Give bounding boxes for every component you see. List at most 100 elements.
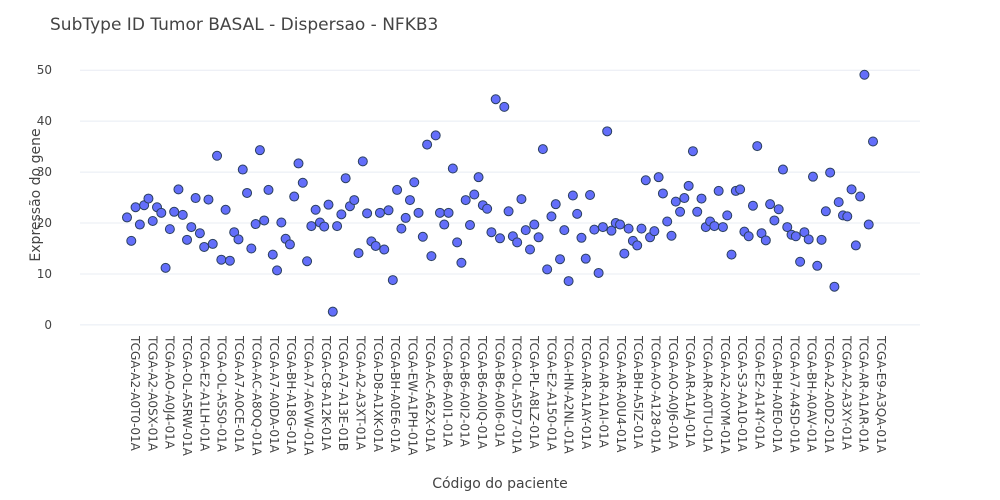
data-point[interactable] [597, 222, 608, 233]
data-point[interactable] [602, 126, 613, 137]
data-point[interactable] [434, 207, 445, 218]
data-point[interactable] [790, 231, 801, 242]
data-point[interactable] [460, 195, 471, 206]
data-point[interactable] [293, 158, 304, 169]
data-point[interactable] [190, 193, 201, 204]
data-point[interactable] [585, 190, 596, 200]
data-point[interactable] [717, 222, 728, 233]
data-point[interactable] [383, 205, 394, 216]
data-point[interactable] [443, 207, 454, 218]
data-point[interactable] [632, 240, 643, 251]
data-point[interactable] [447, 163, 458, 174]
data-point[interactable] [696, 193, 707, 204]
data-point[interactable] [199, 241, 210, 252]
data-points[interactable] [122, 69, 878, 317]
data-point[interactable] [233, 234, 244, 245]
data-point[interactable] [859, 69, 870, 80]
data-point[interactable] [439, 219, 450, 230]
data-point[interactable] [563, 276, 574, 287]
data-point[interactable] [782, 222, 793, 233]
data-point[interactable] [177, 209, 188, 220]
data-point[interactable] [743, 231, 754, 242]
data-point[interactable] [486, 227, 497, 238]
data-point[interactable] [134, 219, 145, 230]
data-point[interactable] [657, 188, 668, 199]
data-point[interactable] [752, 141, 763, 152]
data-point[interactable] [593, 267, 604, 278]
data-point[interactable] [267, 249, 278, 260]
data-point[interactable] [143, 193, 154, 204]
data-point[interactable] [679, 193, 690, 204]
data-point[interactable] [807, 171, 818, 182]
data-point[interactable] [404, 195, 415, 206]
data-point[interactable] [537, 144, 548, 155]
data-point[interactable] [203, 194, 214, 205]
data-point[interactable] [452, 237, 463, 248]
data-point[interactable] [803, 234, 814, 245]
data-point[interactable] [820, 206, 831, 217]
data-point[interactable] [542, 264, 553, 275]
data-point[interactable] [349, 195, 360, 206]
data-point[interactable] [169, 206, 180, 217]
data-point[interactable] [709, 221, 720, 232]
data-point[interactable] [512, 237, 523, 248]
data-point[interactable] [246, 243, 257, 254]
data-point[interactable] [323, 199, 334, 210]
data-point[interactable] [302, 256, 313, 267]
data-point[interactable] [533, 232, 544, 243]
data-point[interactable] [173, 184, 184, 195]
data-point[interactable] [332, 221, 343, 232]
data-point[interactable] [747, 200, 758, 211]
data-point[interactable] [666, 230, 677, 241]
data-point[interactable] [619, 248, 630, 259]
data-point[interactable] [529, 219, 540, 230]
data-point[interactable] [182, 234, 193, 245]
data-point[interactable] [297, 177, 308, 188]
data-point[interactable] [229, 227, 240, 238]
data-point[interactable] [263, 184, 274, 195]
data-point[interactable] [777, 164, 788, 175]
data-point[interactable] [580, 253, 591, 264]
data-point[interactable] [289, 191, 300, 202]
data-point[interactable] [868, 136, 878, 147]
data-point[interactable] [473, 172, 484, 183]
data-point[interactable] [469, 189, 480, 200]
data-point[interactable] [186, 222, 197, 233]
data-point[interactable] [833, 197, 844, 208]
data-point[interactable] [272, 265, 283, 276]
data-point[interactable] [160, 262, 171, 273]
data-point[interactable] [495, 233, 505, 244]
data-point[interactable] [396, 223, 407, 234]
data-point[interactable] [164, 224, 175, 235]
data-point[interactable] [606, 225, 617, 236]
data-point[interactable] [640, 175, 651, 186]
data-point[interactable] [122, 212, 132, 223]
data-point[interactable] [829, 281, 840, 292]
data-point[interactable] [392, 184, 403, 195]
data-point[interactable] [726, 249, 737, 260]
data-point[interactable] [520, 225, 531, 236]
data-point[interactable] [623, 223, 634, 234]
data-point[interactable] [336, 209, 347, 220]
data-point[interactable] [653, 172, 664, 183]
data-point[interactable] [220, 204, 231, 215]
data-point[interactable] [687, 146, 698, 157]
data-point[interactable] [456, 257, 467, 268]
data-point[interactable] [850, 240, 861, 251]
data-point[interactable] [636, 223, 647, 234]
data-point[interactable] [516, 194, 527, 205]
data-point[interactable] [216, 254, 227, 265]
data-point[interactable] [430, 130, 441, 141]
data-point[interactable] [722, 210, 733, 221]
data-point[interactable] [409, 177, 420, 188]
data-point[interactable] [194, 228, 205, 239]
data-point[interactable] [572, 208, 583, 219]
data-point[interactable] [589, 224, 600, 235]
data-point[interactable] [503, 206, 514, 217]
data-point[interactable] [482, 203, 493, 214]
data-point[interactable] [237, 164, 248, 175]
data-point[interactable] [550, 199, 561, 210]
data-point[interactable] [555, 254, 566, 265]
data-point[interactable] [357, 156, 368, 167]
data-point[interactable] [242, 187, 253, 198]
